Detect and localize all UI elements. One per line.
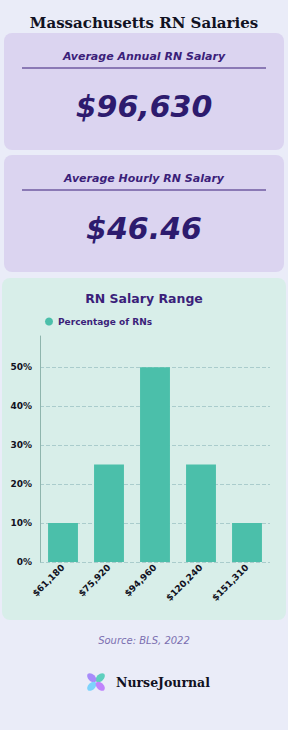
svg-text:$94,960: $94,960 [123,562,159,598]
svg-text:$61,180: $61,180 [31,562,67,598]
svg-text:Percentage of RNs: Percentage of RNs [58,317,152,327]
svg-text:50%: 50% [10,362,32,372]
svg-text:RN Salary Range: RN Salary Range [85,291,203,306]
svg-text:$46.46: $46.46 [86,211,202,246]
svg-text:Massachusetts RN Salaries: Massachusetts RN Salaries [30,14,258,32]
svg-text:$151,310: $151,310 [210,562,250,602]
svg-text:30%: 30% [10,440,32,450]
svg-text:$96,630: $96,630 [76,89,213,124]
svg-text:0%: 0% [17,557,32,567]
svg-text:$120,240: $120,240 [164,562,204,602]
svg-text:Average Hourly RN Salary: Average Hourly RN Salary [63,172,225,185]
svg-text:40%: 40% [10,401,32,411]
svg-text:Average Annual RN Salary: Average Annual RN Salary [62,50,226,63]
svg-text:Source: BLS, 2022: Source: BLS, 2022 [98,635,190,646]
svg-text:$75,920: $75,920 [77,562,113,598]
svg-text:20%: 20% [10,479,32,489]
svg-text:NurseJournal: NurseJournal [116,675,210,690]
svg-text:10%: 10% [10,518,32,528]
